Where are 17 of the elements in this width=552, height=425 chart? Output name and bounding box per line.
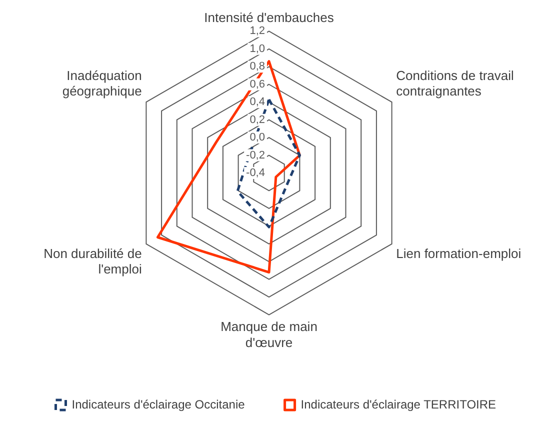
spoke-label: Conditions de travail contraignantes [396, 68, 514, 98]
y-tick-label: 0,4 [250, 96, 265, 108]
spoke-label: Manque de main d'œuvre [220, 319, 318, 350]
legend-label: Indicateurs d'éclairage TERRITOIRE [300, 397, 496, 412]
y-tick-label: 0,8 [250, 60, 265, 73]
spoke-label: Non durabilité de l'emploi [44, 246, 142, 276]
legend-label: Indicateurs d'éclairage Occitanie [72, 397, 246, 412]
y-tick-label: 0,0 [250, 132, 265, 144]
y-tick-label: -0,4 [246, 167, 265, 180]
spoke-label: Intensité d'embauches [204, 10, 334, 25]
y-tick-label: -0,2 [246, 149, 265, 162]
y-tick-label: 0,2 [250, 114, 265, 126]
spoke-label: Inadéquation géographique [62, 68, 142, 98]
y-tick-label: 0,6 [250, 78, 265, 90]
spoke-label: Lien formation-emploi [396, 246, 522, 261]
y-tick-label: 1,0 [250, 42, 265, 55]
y-tick-label: 1,2 [250, 25, 265, 38]
